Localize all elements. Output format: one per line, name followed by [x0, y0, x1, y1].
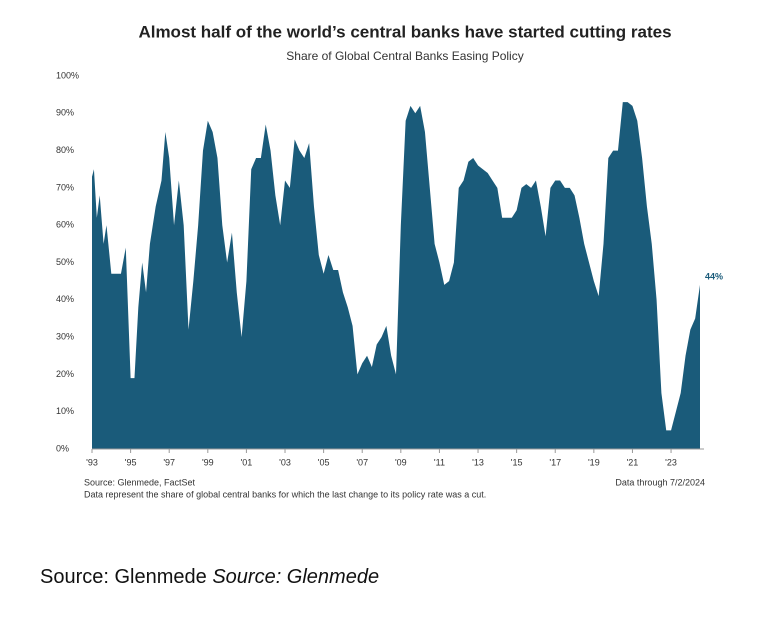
source: Source: Glenmede, FactSet [84, 477, 196, 487]
x-tick-label: '99 [202, 457, 214, 467]
y-tick-label: 90% [56, 108, 74, 118]
x-tick-label: '05 [318, 457, 330, 467]
y-tick-label: 40% [56, 294, 74, 304]
x-tick-label: '23 [665, 457, 677, 467]
chart: Almost half of the world’s central banks… [56, 22, 723, 499]
chart-subtitle: Share of Global Central Banks Easing Pol… [286, 49, 523, 63]
data-label: 44% [705, 271, 723, 281]
y-tick-label: 60% [56, 220, 74, 230]
y-tick-label: 30% [56, 331, 74, 341]
y-tick-label: 20% [56, 369, 74, 379]
x-tick-label: '07 [356, 457, 368, 467]
y-tick-label: 80% [56, 145, 74, 155]
date-note: Data through 7/2/2024 [615, 477, 705, 487]
caption: Source: Glenmede Source: Glenmede [40, 566, 379, 589]
y-tick-label: 0% [56, 443, 69, 453]
x-tick-label: '95 [125, 457, 137, 467]
x-tick-label: '97 [163, 457, 175, 467]
area [92, 102, 700, 450]
y-tick-label: 50% [56, 257, 74, 267]
y-tick-label: 100% [56, 70, 79, 80]
x-tick-label: '01 [241, 457, 253, 467]
x-tick-label: '11 [434, 457, 445, 467]
x-tick-label: '17 [549, 457, 561, 467]
x-tick-label: '19 [588, 457, 600, 467]
x-tick-label: '21 [627, 457, 639, 467]
x-tick-label: '93 [86, 457, 98, 467]
chart-title: Almost half of the world’s central banks… [138, 22, 671, 41]
x-tick-label: '03 [279, 457, 291, 467]
caption-text: Source: Glenmede [40, 566, 207, 588]
y-tick-label: 70% [56, 182, 74, 192]
x-tick-label: '09 [395, 457, 407, 467]
x-tick-label: '15 [511, 457, 523, 467]
x-tick-label: '13 [472, 457, 484, 467]
y-tick-label: 10% [56, 406, 74, 416]
footnote: Data represent the share of global centr… [84, 489, 486, 499]
caption-italic: Source: Glenmede [212, 566, 380, 588]
